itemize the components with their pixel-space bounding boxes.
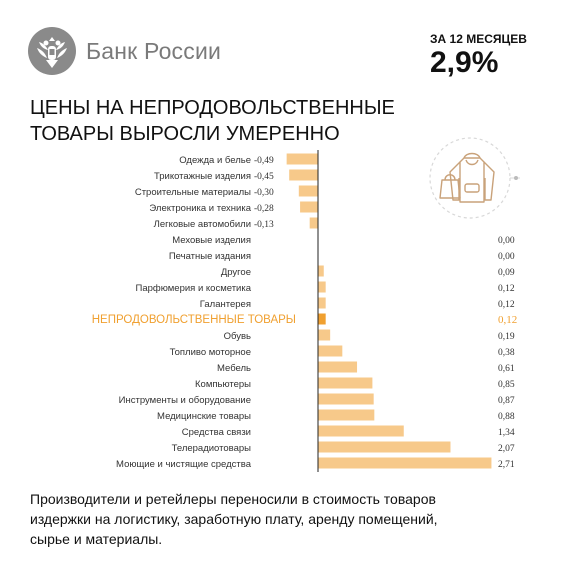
category-label-2: Строительные материалы [135, 187, 251, 198]
category-label-17: Средства связи [182, 427, 251, 438]
value-label-15: 0,87 [498, 396, 515, 406]
bar-7 [318, 265, 324, 277]
category-label-0: Одежда и белье [179, 155, 251, 166]
period-value: 2,9% [430, 46, 499, 79]
category-label-10: НЕПРОДОВОЛЬСТВЕННЫЕ ТОВАРЫ [92, 314, 296, 326]
category-label-18: Телерадиотовары [172, 443, 252, 454]
value-label-13: 0,61 [498, 364, 515, 374]
category-label-5: Меховые изделия [172, 235, 251, 246]
bar-15 [318, 393, 374, 405]
value-label-8: 0,12 [498, 284, 515, 294]
bar-2 [298, 185, 318, 197]
value-label-14: 0,85 [498, 380, 515, 390]
brand-name: Банк России [86, 38, 222, 64]
bar-11 [318, 329, 331, 341]
footer-line-3: сырье и материалы. [30, 531, 163, 547]
headline-line-1: ЦЕНЫ НА НЕПРОДОВОЛЬСТВЕННЫЕ [30, 97, 395, 119]
bar-4 [309, 217, 318, 229]
bar-14 [318, 377, 373, 389]
bar-12 [318, 345, 343, 357]
bar-3 [300, 201, 318, 213]
value-label-5: 0,00 [498, 236, 515, 246]
value-label-4: -0,13 [254, 220, 274, 230]
category-label-3: Электроника и техника [149, 203, 251, 214]
value-label-18: 2,07 [498, 444, 515, 454]
category-label-6: Печатные издания [169, 251, 251, 262]
bar-18 [318, 441, 451, 453]
value-label-1: -0,45 [254, 172, 274, 182]
category-label-14: Компьютеры [195, 379, 251, 390]
double-headed-eagle-icon [28, 27, 76, 75]
value-label-7: 0,09 [498, 268, 515, 278]
category-label-19: Моющие и чистящие средства [116, 459, 252, 470]
headline: ЦЕНЫ НА НЕПРОДОВОЛЬСТВЕННЫЕ ТОВАРЫ ВЫРОС… [30, 95, 550, 147]
value-label-6: 0,00 [498, 252, 515, 262]
value-label-9: 0,12 [498, 300, 515, 310]
category-label-15: Инструменты и оборудование [119, 395, 251, 406]
bar-1 [289, 169, 318, 181]
clothing-bag-hoodie-icon [429, 137, 520, 219]
bar-8 [318, 281, 326, 293]
value-label-11: 0,19 [498, 332, 515, 342]
period-label: ЗА 12 МЕСЯЦЕВ [430, 32, 527, 46]
category-label-7: Другое [221, 267, 251, 278]
bar-17 [318, 425, 404, 437]
category-label-4: Легковые автомобили [154, 219, 251, 230]
category-label-11: Обувь [224, 331, 251, 342]
bar-10 [318, 313, 326, 325]
footer-line-1: Производители и ретейлеры переносили в с… [30, 491, 436, 507]
bar-19 [318, 457, 492, 469]
value-label-0: -0,49 [254, 156, 274, 166]
category-label-16: Медицинские товары [157, 411, 251, 422]
value-label-12: 0,38 [498, 348, 515, 358]
value-label-10: 0,12 [498, 314, 517, 326]
category-label-1: Трикотажные изделия [154, 171, 251, 182]
headline-line-2: ТОВАРЫ ВЫРОСЛИ УМЕРЕННО [30, 123, 340, 145]
category-label-13: Мебель [217, 363, 251, 374]
value-label-16: 0,88 [498, 412, 515, 422]
footer-text: Производители и ретейлеры переносили в с… [30, 489, 540, 549]
bar-16 [318, 409, 375, 421]
footer-line-2: издержки на логистику, заработную плату,… [30, 511, 438, 527]
category-label-8: Парфюмерия и косметика [136, 283, 252, 294]
category-label-12: Топливо моторное [170, 347, 251, 358]
category-label-9: Галантерея [200, 299, 251, 310]
bar-9 [318, 297, 326, 309]
bar-13 [318, 361, 358, 373]
bar-0 [286, 153, 318, 165]
value-label-19: 2,71 [498, 460, 515, 470]
value-label-17: 1,34 [498, 428, 515, 438]
value-label-2: -0,30 [254, 188, 274, 198]
value-label-3: -0,28 [254, 204, 274, 214]
